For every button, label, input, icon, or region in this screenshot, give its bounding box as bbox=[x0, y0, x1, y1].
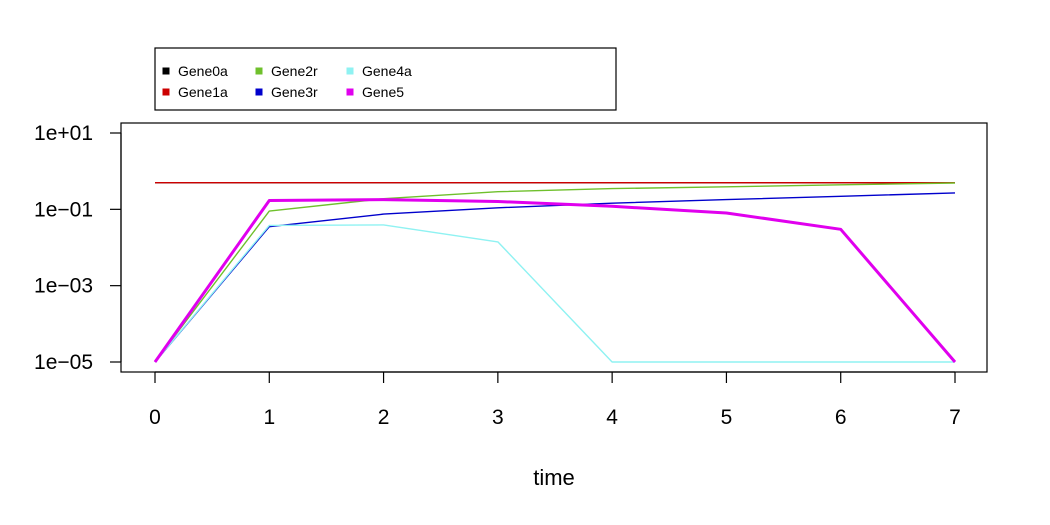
x-tick-label: 4 bbox=[606, 406, 618, 429]
legend-label: Gene3r bbox=[271, 84, 318, 100]
legend-label: Gene0a bbox=[178, 63, 228, 79]
x-tick-label: 3 bbox=[492, 406, 504, 429]
legend-swatch-gene0a bbox=[162, 67, 170, 75]
series-line-gene4a bbox=[154, 224, 955, 363]
x-tick-label: 2 bbox=[378, 406, 390, 429]
x-axis-title: time bbox=[533, 465, 575, 490]
legend-swatch-gene3r bbox=[255, 88, 263, 96]
legend-label: Gene2r bbox=[271, 63, 318, 79]
x-axis: 0 1 2 3 4 5 6 7 bbox=[149, 371, 961, 429]
series-line-gene5 bbox=[153, 198, 957, 363]
series-lines bbox=[153, 181, 957, 363]
x-tick-label: 7 bbox=[949, 406, 961, 429]
x-tick-label: 1 bbox=[263, 406, 275, 429]
series-line-gene3r bbox=[154, 192, 956, 363]
x-tick-label: 6 bbox=[835, 406, 847, 429]
legend-swatch-gene1a bbox=[162, 88, 170, 96]
x-tick-label: 5 bbox=[721, 406, 733, 429]
y-axis: 1e−05 1e−03 1e−01 1e+01 bbox=[34, 122, 122, 374]
legend: Gene0a Gene1a Gene2r Gene3r Gene4a Gene5 bbox=[154, 47, 617, 111]
legend-box bbox=[154, 47, 617, 111]
x-tick-label: 0 bbox=[149, 406, 161, 429]
legend-label: Gene5 bbox=[362, 84, 404, 100]
y-tick-label: 1e−03 bbox=[34, 275, 93, 298]
legend-swatch-gene5 bbox=[346, 88, 354, 96]
legend-label: Gene4a bbox=[362, 63, 412, 79]
legend-swatch-gene4a bbox=[346, 67, 354, 75]
series-line-gene2r bbox=[154, 182, 956, 363]
legend-swatch-gene2r bbox=[255, 67, 263, 75]
y-tick-label: 1e−05 bbox=[34, 351, 93, 374]
y-tick-label: 1e+01 bbox=[34, 122, 93, 145]
legend-label: Gene1a bbox=[178, 84, 228, 100]
y-tick-label: 1e−01 bbox=[34, 198, 93, 221]
